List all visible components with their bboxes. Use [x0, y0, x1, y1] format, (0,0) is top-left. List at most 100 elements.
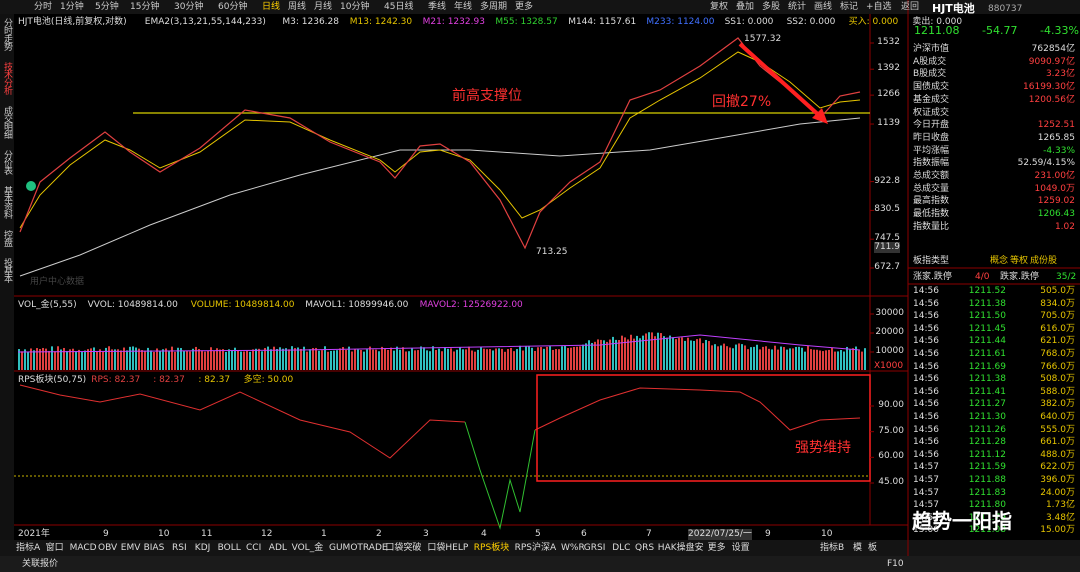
side-tab[interactable]: 分价表 — [2, 150, 12, 174]
side-tab[interactable]: 控盘 — [2, 230, 12, 246]
indicator-tab[interactable]: RSI — [172, 543, 187, 553]
toolbar-button[interactable]: 日线 — [262, 2, 281, 12]
indicator-tab[interactable]: OBV — [98, 543, 118, 553]
trade-time: 14:56 — [913, 286, 939, 296]
trade-price: 1211.45 — [968, 323, 1006, 334]
date-label: 7 — [646, 529, 652, 539]
indicator-tab[interactable]: BOLL — [217, 543, 241, 553]
indicator-tab[interactable]: BIAS — [143, 543, 165, 553]
volume-bar — [780, 346, 782, 370]
board-option[interactable]: 等权 — [1010, 256, 1029, 266]
indicator-tab[interactable]: QRS — [635, 543, 655, 553]
indicator-tab[interactable]: GRSI — [583, 543, 606, 553]
volume-bar — [858, 350, 860, 370]
indicator-header: : 82.37 — [198, 375, 231, 385]
volume-bar — [111, 349, 113, 370]
volume-bar — [801, 347, 803, 370]
toolbar-button[interactable]: 标记 — [840, 2, 859, 12]
volume-bar — [849, 349, 851, 370]
volume-bar — [249, 351, 251, 370]
volume-bar — [321, 350, 323, 370]
side-tab[interactable]: 投基本 — [2, 258, 12, 282]
trade-time: 14:57 — [913, 462, 939, 473]
toolbar-button[interactable]: 多周期 — [480, 2, 508, 12]
volume-bar — [573, 346, 575, 370]
trade-volume: 488.0万 — [1040, 449, 1075, 460]
volume-bar — [837, 351, 839, 370]
toolbar-button[interactable]: 复权 — [710, 2, 729, 12]
indicator-tab[interactable]: KDJ — [194, 543, 211, 553]
indicator-header: 买入: 0.000 — [848, 17, 899, 27]
toolbar-button[interactable]: 5分钟 — [95, 2, 119, 12]
quote-pct: -4.33% — [1040, 24, 1079, 37]
toolbar-button[interactable]: 叠加 — [736, 2, 755, 12]
volume-bar — [99, 349, 101, 370]
toolbar-button[interactable]: 年线 — [454, 2, 473, 12]
side-tab[interactable]: 分时走势 — [2, 18, 12, 50]
trade-time: 14:56 — [913, 399, 939, 410]
toolbar-button[interactable]: 更多 — [515, 2, 534, 12]
indicator-tab[interactable]: ADL — [268, 543, 287, 553]
toolbar-button[interactable]: 45日线 — [384, 2, 414, 12]
indicator-tab[interactable]: 口袋HELP — [427, 543, 469, 553]
volume-bar — [288, 349, 290, 370]
indicator-tab[interactable]: 更多 — [707, 543, 726, 553]
indicator-tab[interactable]: VOL_金 — [291, 543, 324, 553]
indicator-tab[interactable]: HAK操盘安 — [657, 543, 704, 553]
indicator-tab[interactable]: 设置 — [731, 543, 750, 553]
indicator-tab[interactable]: RPS沪深A — [514, 543, 557, 553]
indicator-tab[interactable]: 板 — [868, 543, 878, 553]
indicator-tab[interactable]: RPS板块 — [473, 543, 510, 553]
toolbar-button[interactable]: +自选 — [866, 2, 892, 12]
board-option[interactable]: 概念 — [990, 256, 1009, 266]
volume-bar — [294, 348, 296, 370]
indicator-tab[interactable]: 指标A — [16, 543, 41, 553]
stat-value: -4.33% — [1043, 145, 1075, 156]
toolbar-button[interactable]: 月线 — [314, 2, 333, 12]
indicator-tab[interactable]: GUMOTRADE — [329, 543, 388, 553]
trade-price: 1211.79 — [968, 512, 1006, 523]
side-tab[interactable]: 成交明细 — [2, 106, 12, 138]
trade-volume: 705.0万 — [1040, 311, 1075, 322]
indicator-tab[interactable]: 指标B — [820, 543, 845, 553]
toolbar-button[interactable]: 统计 — [788, 2, 807, 12]
indicator-header: M21: 1232.93 — [422, 17, 485, 27]
volume-bar — [345, 349, 347, 370]
toolbar-button[interactable]: 季线 — [428, 2, 447, 12]
volume-bar — [630, 334, 632, 370]
toolbar-button[interactable]: 返回 — [901, 2, 920, 12]
rps-tick-label: 75.00 — [878, 425, 904, 436]
volume-bar — [231, 349, 233, 370]
indicator-tab[interactable]: 口袋突破 — [385, 543, 422, 553]
indicator-tab[interactable]: DLC — [612, 543, 631, 553]
volume-bar — [531, 347, 533, 370]
toolbar-button[interactable]: 15分钟 — [130, 2, 160, 12]
volume-bar — [600, 339, 602, 370]
toolbar-button[interactable]: 30分钟 — [174, 2, 204, 12]
toolbar-button[interactable]: 多股 — [762, 2, 781, 12]
volume-bar — [459, 347, 461, 370]
toolbar-button[interactable]: 10分钟 — [340, 2, 370, 12]
volume-tick-label: 10000 — [875, 346, 904, 356]
board-option[interactable]: 成份股 — [1030, 256, 1058, 266]
trade-volume: 505.0万 — [1040, 286, 1075, 296]
toolbar-button[interactable]: 60分钟 — [218, 2, 248, 12]
volume-bar — [507, 349, 509, 370]
indicator-tab[interactable]: 模 — [853, 543, 863, 553]
side-tab[interactable]: 基本资料 — [2, 186, 12, 218]
indicator-header: M55: 1328.57 — [495, 17, 558, 27]
toolbar-button[interactable]: 1分钟 — [60, 2, 84, 12]
toolbar-button[interactable]: 画线 — [814, 2, 833, 12]
volume-bar — [477, 349, 479, 370]
indicator-tab[interactable]: 窗口 — [45, 543, 64, 553]
side-tab[interactable]: 技术分析 — [2, 62, 12, 94]
volume-bar — [612, 336, 614, 370]
indicator-tab[interactable]: EMV — [120, 543, 141, 553]
indicator-tab[interactable]: W%R — [561, 543, 585, 553]
toolbar-button[interactable]: 周线 — [288, 2, 307, 12]
indicator-tab[interactable]: CCI — [246, 543, 262, 553]
toolbar-button[interactable]: 分时 — [34, 2, 53, 12]
volume-bar — [675, 339, 677, 370]
volume-bar — [705, 339, 707, 370]
indicator-tab[interactable]: MACD — [69, 543, 97, 553]
